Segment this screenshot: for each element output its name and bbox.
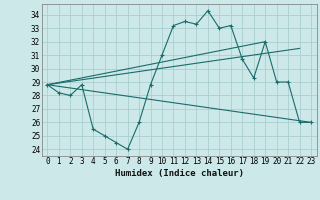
- X-axis label: Humidex (Indice chaleur): Humidex (Indice chaleur): [115, 169, 244, 178]
